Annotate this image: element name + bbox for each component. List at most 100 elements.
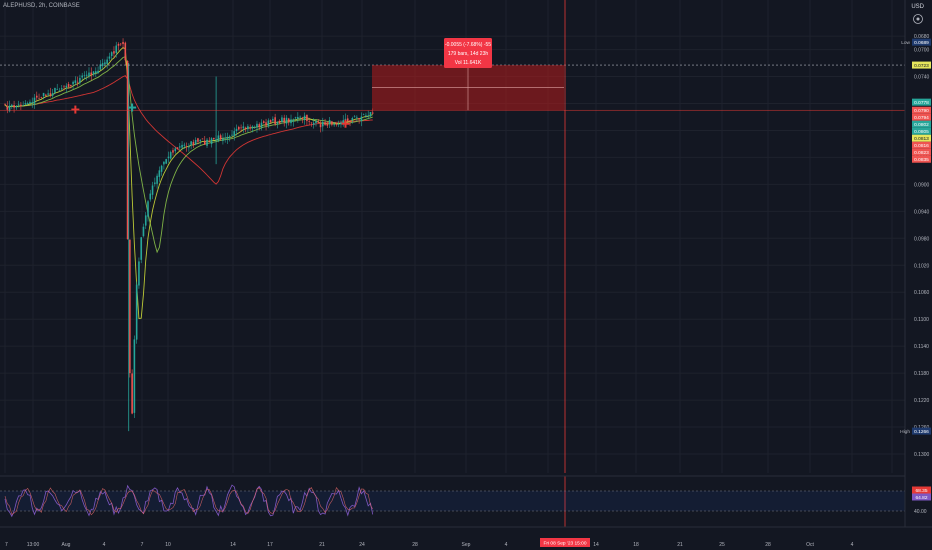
candle-body-58 [135,284,138,340]
candle-body-98 [226,136,229,139]
candle-body-18 [45,94,47,96]
candle-body-161 [369,112,372,117]
candle-body-5 [15,106,18,108]
price-tick-1: 0.0700 [914,48,930,54]
price-label-1: 0.0723 [914,63,929,69]
candle-body-36 [85,74,88,76]
candle-body-105 [242,126,245,129]
candle-body-110 [253,127,256,128]
candle-body-126 [290,119,292,124]
candle-body-30 [72,81,74,85]
time-tick-5: 10 [165,542,171,548]
candle-body-148 [340,122,342,125]
candle-body-104 [240,127,242,129]
marker-v-2 [344,119,347,128]
price-tick-14: 0.1220 [914,398,930,404]
price-label-bg-3 [912,106,931,114]
candle-body-34 [81,75,83,78]
candle-body-112 [258,124,261,128]
candle-body-16 [40,97,43,98]
price-tick-8: 0.0980 [914,236,930,242]
candle-body-39 [92,71,95,75]
candle-body-51 [119,43,122,45]
time-tick-2: Aug [62,542,71,548]
rsi-tick-1: 40.00 [914,509,927,515]
price-tick-0: 0.0680 [914,34,930,40]
candle-body-83 [192,141,195,146]
candle-body-57 [133,339,136,413]
candle-body-72 [167,156,170,159]
candle-body-78 [181,144,183,148]
time-tick-18: 28 [765,542,771,548]
candle-body-23 [56,89,59,90]
symbol-header[interactable]: ALEPHUSD, 2h, COINBASE [3,3,80,9]
candle-body-137 [315,121,317,124]
candle-body-63 [147,201,149,217]
price-tick-12: 0.1140 [914,344,929,350]
time-tick-8: 21 [319,542,325,548]
candle-body-71 [165,159,167,164]
ma-slow [4,75,373,185]
candle-body-149 [342,120,345,125]
candle-body-20 [49,93,52,96]
candle-body-55 [129,239,131,374]
candle-body-115 [265,122,267,126]
price-label-bg-4 [912,113,931,121]
candle-body-142 [326,123,329,126]
candle-body-88 [203,140,206,145]
time-tick-12: 4 [505,542,508,548]
candle-body-13 [33,97,36,104]
candle-body-160 [367,115,369,116]
price-tick-6: 0.0900 [914,182,930,188]
candle-body-25 [60,88,63,90]
candle-body-146 [335,123,338,125]
candle-body-89 [206,139,208,146]
candle-body-159 [365,115,367,117]
candle-body-41 [97,70,99,74]
time-tick-10: 28 [412,542,418,548]
currency-label[interactable]: USD [911,4,924,10]
time-tick-15: 18 [633,542,639,548]
marker-v-0 [74,105,77,114]
measure-tooltip-line-3: Vol 11.641K [455,60,482,66]
time-tick-1: 13:00 [27,542,40,548]
time-tick-11: Sep [462,542,471,548]
candle-body-136 [312,122,315,125]
candle-body-33 [79,77,81,83]
candle-body-14 [35,95,38,98]
candle-body-17 [42,92,45,97]
candle-body-127 [292,119,295,122]
rsi-label-1: 64.82 [915,495,927,501]
candle-body-43 [101,63,104,67]
price-label-3: 0.0790 [914,108,929,114]
candle-body-102 [235,128,238,131]
candle-body-124 [285,117,288,124]
candle-body-116 [267,120,270,127]
price-label-10: 0.0835 [914,157,929,163]
candle-body-153 [351,118,354,120]
candle-body-92 [213,137,215,140]
candle-body-38 [90,72,93,76]
price-label-9: 0.0823 [914,150,929,156]
price-label-bg-0 [912,38,931,46]
rsi-signal [4,486,373,516]
candle-body-69 [160,165,163,172]
candle-body-32 [76,81,79,83]
candle-body-8 [22,105,24,106]
candle-body-11 [29,101,31,104]
rsi-pane [0,475,932,518]
candle-body-96 [222,138,224,141]
time-tick-7: 17 [267,542,273,548]
candle-body-114 [262,121,265,123]
candle-body-120 [276,121,279,124]
rsi-band [0,491,905,511]
moving-averages [4,46,373,320]
candle-body-81 [188,146,190,148]
candle-body-68 [158,170,161,177]
candle-body-103 [238,126,240,130]
candle-body-128 [294,117,297,119]
candle-body-119 [274,117,276,124]
candle-body-139 [319,124,322,128]
